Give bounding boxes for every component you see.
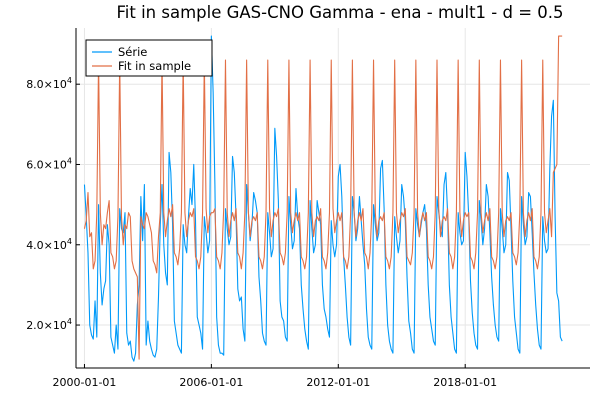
series-line-fit (83, 35, 563, 360)
x-tick-label: 2006-01-01 (179, 376, 243, 389)
y-tick-label: 6.0×104 (26, 156, 72, 171)
x-tick-label: 2018-01-01 (433, 376, 497, 389)
y-tick-label: 8.0×104 (26, 76, 72, 91)
legend-box (85, 39, 213, 77)
chart-title: Fit in sample GAS-CNO Gamma - ena - mult… (116, 3, 563, 22)
legend-label-fit: Fit in sample (118, 59, 191, 73)
series-line-serie (83, 35, 563, 362)
y-tick-label: 4.0×104 (26, 237, 72, 252)
x-tick-label: 2012-01-01 (306, 376, 370, 389)
plot-area (83, 35, 563, 362)
x-axis-ticks: 2000-01-01 2006-01-01 2012-01-01 2018-01-01 (52, 364, 497, 389)
y-axis-ticks: 2.0×104 4.0×104 6.0×104 8.0×104 (26, 76, 80, 332)
legend: Série Fit in sample (85, 39, 213, 77)
x-tick-label: 2000-01-01 (52, 376, 116, 389)
legend-label-serie: Série (118, 45, 147, 59)
y-tick-label: 2.0×104 (26, 317, 72, 332)
